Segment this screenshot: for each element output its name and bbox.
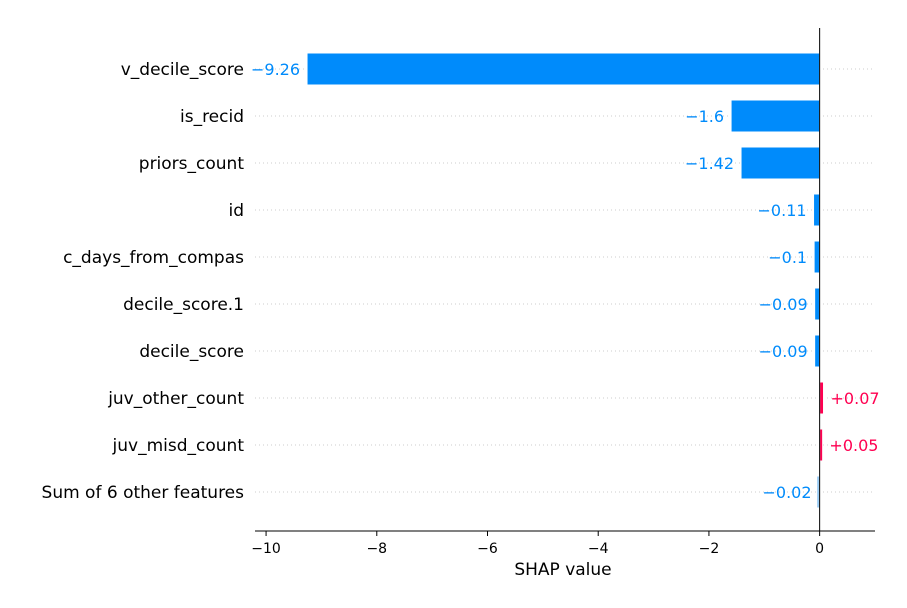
x-axis-title: SHAP value [514, 560, 611, 580]
value-label: −0.02 [763, 483, 812, 502]
shap-bar [740, 146, 821, 180]
value-label: −0.09 [759, 295, 808, 314]
x-tick-label: 0 [815, 541, 824, 557]
shap-bar [819, 381, 825, 415]
x-tick-label: −2 [699, 541, 720, 557]
shap-bar [306, 52, 821, 86]
x-tick-label: −6 [477, 541, 498, 557]
feature-label: Sum of 6 other features [42, 483, 245, 503]
shap-bar [814, 287, 821, 321]
feature-label: decile_score.1 [123, 295, 244, 315]
value-label: −1.6 [685, 107, 724, 126]
shap-bar [814, 334, 821, 368]
feature-label: is_recid [180, 107, 244, 127]
feature-label: decile_score [139, 342, 244, 362]
value-label: −0.11 [758, 201, 807, 220]
bars [306, 52, 825, 509]
feature-label: juv_misd_count [112, 436, 245, 456]
feature-label: juv_other_count [107, 389, 244, 409]
value-label: −0.1 [768, 248, 807, 267]
feature-label: c_days_from_compas [63, 248, 244, 268]
value-labels: −9.26 −1.6 −1.42 −0.11 −0.1 −0.09 −0.09 +0.07 +0… [251, 60, 880, 502]
value-label: −0.09 [759, 342, 808, 361]
value-label: +0.05 [829, 436, 878, 455]
shap-bar [813, 193, 821, 227]
x-axis: −10 −8 −6 −4 −2 0 [251, 530, 875, 557]
feature-label: v_decile_score [121, 60, 244, 80]
shap-bar [730, 99, 821, 133]
x-tick-label: −8 [366, 541, 387, 557]
shap-bar [813, 240, 821, 274]
value-label: −9.26 [251, 60, 300, 79]
x-tick-label: −4 [588, 541, 609, 557]
value-label: +0.07 [831, 389, 880, 408]
feature-label: priors_count [139, 154, 245, 174]
x-tick-label: −10 [251, 541, 281, 557]
feature-label: id [228, 201, 244, 221]
value-label: −1.42 [685, 154, 734, 173]
